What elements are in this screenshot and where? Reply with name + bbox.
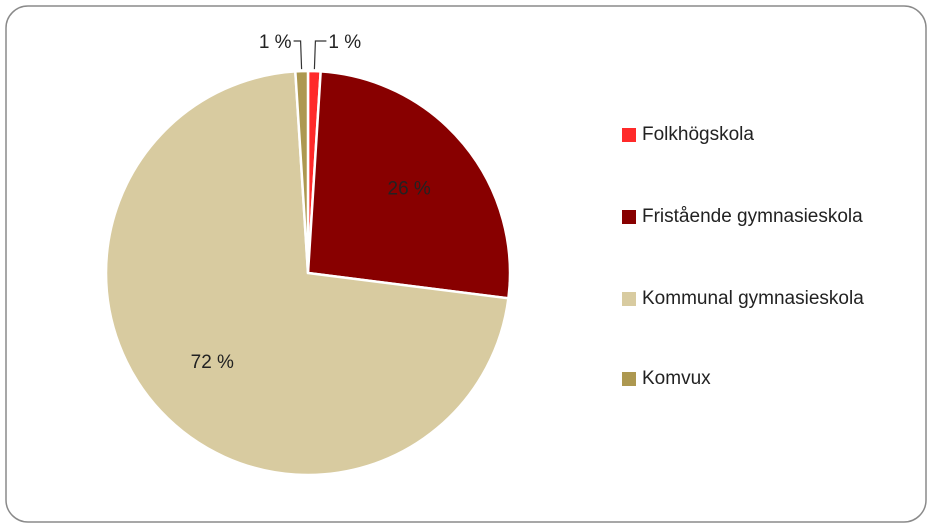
legend-label: Komvux [642,368,711,389]
legend-swatch [622,128,636,142]
data-label: 1 % [328,32,361,53]
leader-line [293,40,303,70]
pie-slice [293,69,310,274]
legend-label: Folkhögskola [642,124,754,145]
legend-swatch [622,292,636,306]
legend-label: Fristående gymnasieskola [642,206,863,227]
legend-label: Kommunal gymnasieskola [642,288,864,309]
leader-line [313,40,327,70]
legend-swatch [622,210,636,224]
legend-swatch [622,372,636,386]
data-label: 26 % [388,178,431,199]
data-label: 72 % [191,352,234,373]
data-label: 1 % [259,32,292,53]
pie-slice [306,70,512,300]
pie-slice [104,70,510,477]
